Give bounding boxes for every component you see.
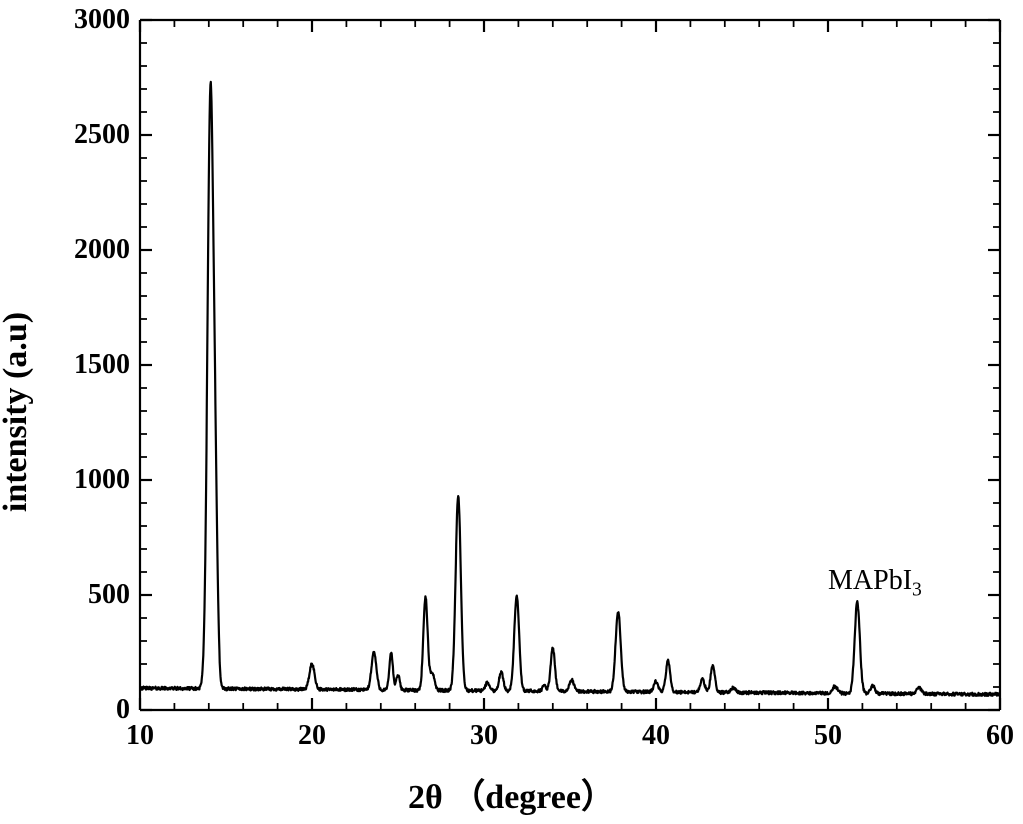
xrd-plot-svg (0, 0, 1023, 824)
x-tick-label: 60 (975, 720, 1023, 752)
annotation-subscript: 3 (912, 579, 922, 600)
y-tick-label: 2500 (74, 119, 130, 151)
x-tick-label: 50 (803, 720, 853, 752)
y-axis-label: intensity (a.u) (0, 262, 35, 562)
annotation-main: MAPbI (828, 565, 912, 596)
y-tick-label: 1000 (74, 464, 130, 496)
xrd-chart-container: intensity (a.u) 2θ （degree） 102030405060… (0, 0, 1023, 824)
y-tick-label: 500 (88, 579, 130, 611)
y-tick-label: 2000 (74, 234, 130, 266)
xrd-spectrum-line (140, 82, 1000, 696)
series-annotation: MAPbI3 (828, 565, 922, 602)
x-axis-label: 2θ （degree） (408, 769, 615, 818)
y-tick-label: 0 (116, 694, 130, 726)
y-tick-label: 3000 (74, 4, 130, 36)
x-tick-label: 20 (287, 720, 337, 752)
x-tick-label: 40 (631, 720, 681, 752)
x-tick-label: 30 (459, 720, 509, 752)
y-tick-label: 1500 (74, 349, 130, 381)
